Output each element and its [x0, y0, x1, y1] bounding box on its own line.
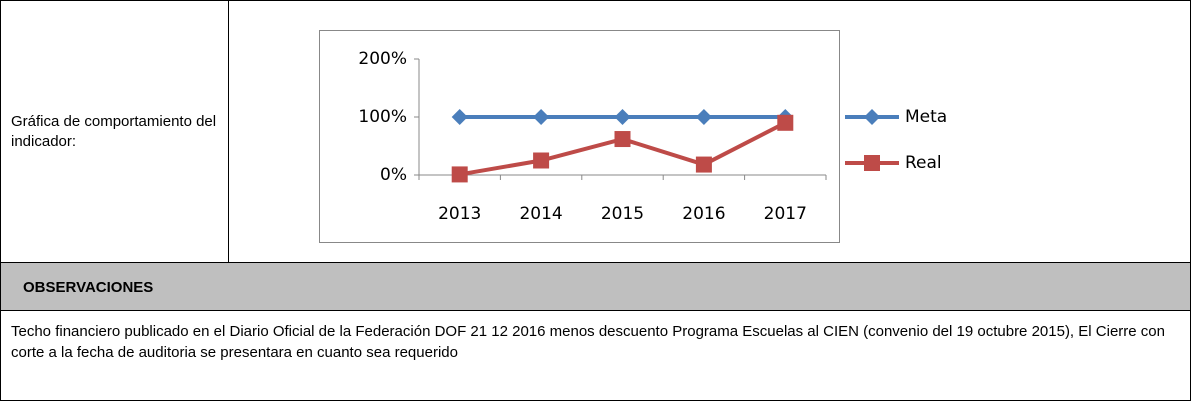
marker — [777, 114, 794, 131]
marker — [614, 109, 631, 125]
marker — [614, 131, 631, 148]
marker — [451, 109, 468, 125]
x-tick-label: 2014 — [519, 204, 562, 224]
y-tick-label: 100% — [358, 107, 407, 127]
x-tick-label: 2016 — [682, 204, 725, 224]
legend-label: Real — [905, 153, 942, 173]
marker — [695, 109, 712, 125]
marker — [533, 152, 550, 169]
marker — [533, 109, 550, 125]
legend-marker — [864, 155, 880, 171]
marker — [695, 156, 712, 173]
legend-marker — [864, 109, 880, 125]
y-tick-label: 0% — [380, 165, 407, 185]
marker — [451, 166, 468, 183]
x-tick-label: 2017 — [764, 204, 807, 224]
y-tick-label: 200% — [358, 49, 407, 69]
x-tick-label: 2015 — [601, 204, 644, 224]
x-tick-label: 2013 — [438, 204, 481, 224]
label: Gráfica de comportamiento del indicador: — [11, 112, 217, 150]
chart-frame — [319, 30, 840, 243]
legend-label: Meta — [905, 107, 947, 127]
series-line — [459, 121, 787, 177]
